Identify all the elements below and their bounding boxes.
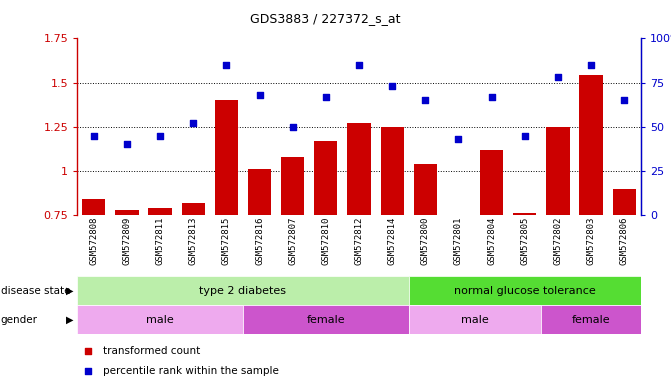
Bar	[348, 123, 370, 348]
Text: GSM572812: GSM572812	[354, 217, 364, 265]
Text: female: female	[572, 314, 611, 325]
Text: GSM572809: GSM572809	[122, 217, 132, 265]
Point	[453, 136, 464, 142]
Bar	[77, 276, 409, 305]
Text: type 2 diabetes: type 2 diabetes	[199, 286, 287, 296]
Bar	[82, 199, 105, 348]
Bar	[480, 150, 503, 348]
Text: GSM572807: GSM572807	[288, 217, 297, 265]
Point	[354, 62, 364, 68]
Bar	[243, 305, 409, 334]
Text: GSM572804: GSM572804	[487, 217, 496, 265]
Text: normal glucose tolerance: normal glucose tolerance	[454, 286, 596, 296]
Bar	[409, 276, 641, 305]
Point	[519, 132, 530, 139]
Bar	[215, 100, 238, 348]
Text: GSM572805: GSM572805	[520, 217, 529, 265]
Text: GSM572814: GSM572814	[388, 217, 397, 265]
Bar	[182, 203, 205, 348]
Bar	[248, 169, 271, 348]
Text: GSM572803: GSM572803	[586, 217, 596, 265]
Point	[221, 62, 231, 68]
Text: gender: gender	[1, 314, 38, 325]
Text: GSM572811: GSM572811	[156, 217, 164, 265]
Text: GSM572801: GSM572801	[454, 217, 463, 265]
Bar	[580, 76, 603, 348]
Point	[586, 62, 597, 68]
Bar	[314, 141, 338, 348]
Bar	[380, 127, 404, 348]
Point	[321, 94, 331, 100]
Text: female: female	[307, 314, 345, 325]
Point	[486, 94, 497, 100]
Text: ▶: ▶	[66, 286, 74, 296]
Text: GSM572802: GSM572802	[554, 217, 562, 265]
Bar	[613, 189, 636, 348]
Text: GSM572813: GSM572813	[189, 217, 198, 265]
Bar	[409, 305, 541, 334]
Text: GSM572808: GSM572808	[89, 217, 98, 265]
Text: transformed count: transformed count	[103, 346, 200, 356]
Point	[188, 120, 199, 126]
Bar	[414, 164, 437, 348]
Text: percentile rank within the sample: percentile rank within the sample	[103, 366, 278, 376]
Text: GDS3883 / 227372_s_at: GDS3883 / 227372_s_at	[250, 12, 401, 25]
Point	[386, 83, 397, 89]
Bar	[77, 305, 243, 334]
Bar	[447, 218, 470, 348]
Bar	[541, 305, 641, 334]
Point	[83, 368, 94, 374]
Point	[287, 124, 298, 130]
Text: disease state: disease state	[1, 286, 70, 296]
Text: GSM572816: GSM572816	[255, 217, 264, 265]
Bar	[115, 210, 138, 348]
Text: GSM572800: GSM572800	[421, 217, 430, 265]
Point	[89, 132, 99, 139]
Text: ▶: ▶	[66, 314, 74, 325]
Bar	[546, 127, 570, 348]
Bar	[513, 213, 536, 348]
Point	[420, 97, 431, 103]
Bar	[148, 208, 172, 348]
Point	[619, 97, 629, 103]
Point	[83, 348, 94, 354]
Text: male: male	[146, 314, 174, 325]
Text: GSM572810: GSM572810	[321, 217, 330, 265]
Point	[155, 132, 166, 139]
Text: male: male	[461, 314, 489, 325]
Text: GSM572815: GSM572815	[222, 217, 231, 265]
Point	[254, 92, 265, 98]
Point	[552, 74, 563, 80]
Text: GSM572806: GSM572806	[620, 217, 629, 265]
Bar	[281, 157, 304, 348]
Point	[121, 141, 132, 147]
